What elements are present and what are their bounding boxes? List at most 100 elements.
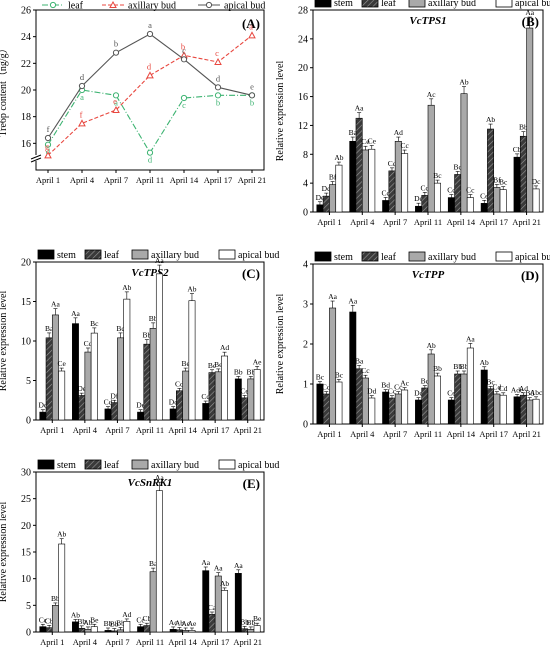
data-label: b [250, 97, 254, 107]
bar [519, 135, 527, 213]
y-tick-label: 26 [21, 6, 31, 17]
bar [78, 627, 86, 633]
bar [526, 399, 534, 425]
data-label: Bb [246, 618, 255, 627]
bar [361, 377, 369, 425]
legend-swatch [361, 0, 379, 8]
x-tick-label: April 11 [136, 637, 164, 647]
y-tick-label: 16 [298, 92, 308, 103]
data-point [248, 92, 256, 99]
bar [454, 174, 462, 213]
bar [188, 630, 196, 633]
data-point [44, 151, 52, 159]
y-axis-label: Relative expression level [0, 502, 9, 603]
bar [487, 388, 495, 425]
data-point [146, 149, 154, 156]
bar [221, 590, 228, 633]
data-label: d [216, 73, 221, 83]
legend-swatch [495, 251, 513, 262]
y-tick-label: 5 [26, 601, 31, 612]
data-point [146, 30, 154, 38]
bar [155, 490, 163, 633]
legend-label: apical bud [224, 1, 265, 12]
bar [454, 373, 462, 425]
series-line [47, 33, 253, 139]
data-label: Bc [499, 178, 508, 187]
x-tick-label: April 11 [136, 175, 164, 185]
data-label: Dc [39, 401, 48, 410]
legend-label: axillary bud [151, 460, 199, 471]
data-label: Bb [460, 362, 469, 371]
bar [415, 205, 422, 213]
data-label: Bb [519, 123, 528, 132]
data-label: Ab [83, 618, 92, 627]
panel-tag: (E) [243, 476, 260, 491]
bar [513, 396, 521, 425]
data-label: Cb [513, 145, 522, 154]
x-tick-label: April 21 [233, 425, 262, 435]
data-label: Bb [246, 367, 255, 376]
y-tick-label: 10 [21, 337, 31, 348]
bar [355, 368, 363, 425]
panel-title: VcTPS2 [131, 267, 169, 279]
panel-e: 0 5 10 15 20 25 30 Relative expression level Apr… [0, 459, 279, 647]
bar [394, 393, 402, 425]
bar [169, 408, 177, 421]
bar [208, 372, 216, 421]
panel-title: VcSnRK1 [128, 477, 173, 489]
x-tick-label: April 17 [201, 425, 230, 435]
data-label: Dc [532, 177, 541, 186]
y-tick-label: 20 [21, 86, 31, 97]
data-label: Bb [110, 620, 119, 629]
data-label: Be [253, 614, 262, 623]
legend-label: axillary bud [428, 252, 476, 263]
data-label: Cd [104, 398, 113, 407]
x-tick-label: April 17 [204, 175, 233, 185]
data-label: De [414, 194, 423, 203]
bar [149, 571, 157, 633]
legend-swatch [84, 249, 102, 260]
data-label: Ab [427, 341, 436, 350]
data-label: Be [90, 615, 99, 624]
y-tick-label: 20 [21, 521, 31, 532]
data-label: Ab [175, 618, 184, 627]
data-label: Bc [116, 324, 125, 333]
panel-title: VcTPS1 [409, 15, 446, 27]
data-label: Ce [240, 387, 249, 396]
y-tick-label: 4 [303, 260, 308, 271]
data-label: Be [182, 359, 191, 368]
legend-swatch [361, 251, 379, 262]
data-label: Ac [400, 379, 409, 388]
data-label: Cd [175, 379, 184, 388]
x-tick-label: April 21 [512, 429, 541, 439]
bar [39, 411, 47, 421]
data-label: Ac [427, 90, 436, 99]
y-tick-label: 5 [26, 376, 31, 387]
y-tick-label: 12 [298, 121, 308, 132]
y-tick-label: 25 [21, 494, 31, 505]
data-label: Bd [525, 389, 534, 398]
axis-break-gap [31, 155, 41, 161]
y-tick-label: 0 [303, 208, 308, 219]
bar [493, 187, 501, 213]
x-tick-label: April 11 [414, 429, 442, 439]
bar [382, 391, 390, 425]
series-line [47, 89, 252, 154]
data-label: f [47, 124, 50, 134]
y-axis-label: Relative expression level [275, 61, 286, 162]
data-label: Aa [328, 292, 337, 301]
data-label: Bb [116, 618, 125, 627]
bar [45, 627, 53, 633]
data-label: Aa [51, 300, 60, 309]
legend-swatch [314, 0, 332, 8]
data-label: Cd [420, 183, 429, 192]
data-label: Ad [519, 384, 528, 393]
data-label: Ba [355, 356, 364, 365]
data-label: Cc [136, 615, 145, 624]
data-label: Aa [525, 8, 534, 17]
data-label: c [215, 48, 219, 58]
data-label: Bb [142, 331, 151, 340]
panel-tag: (A) [242, 16, 260, 31]
bar [355, 117, 363, 213]
